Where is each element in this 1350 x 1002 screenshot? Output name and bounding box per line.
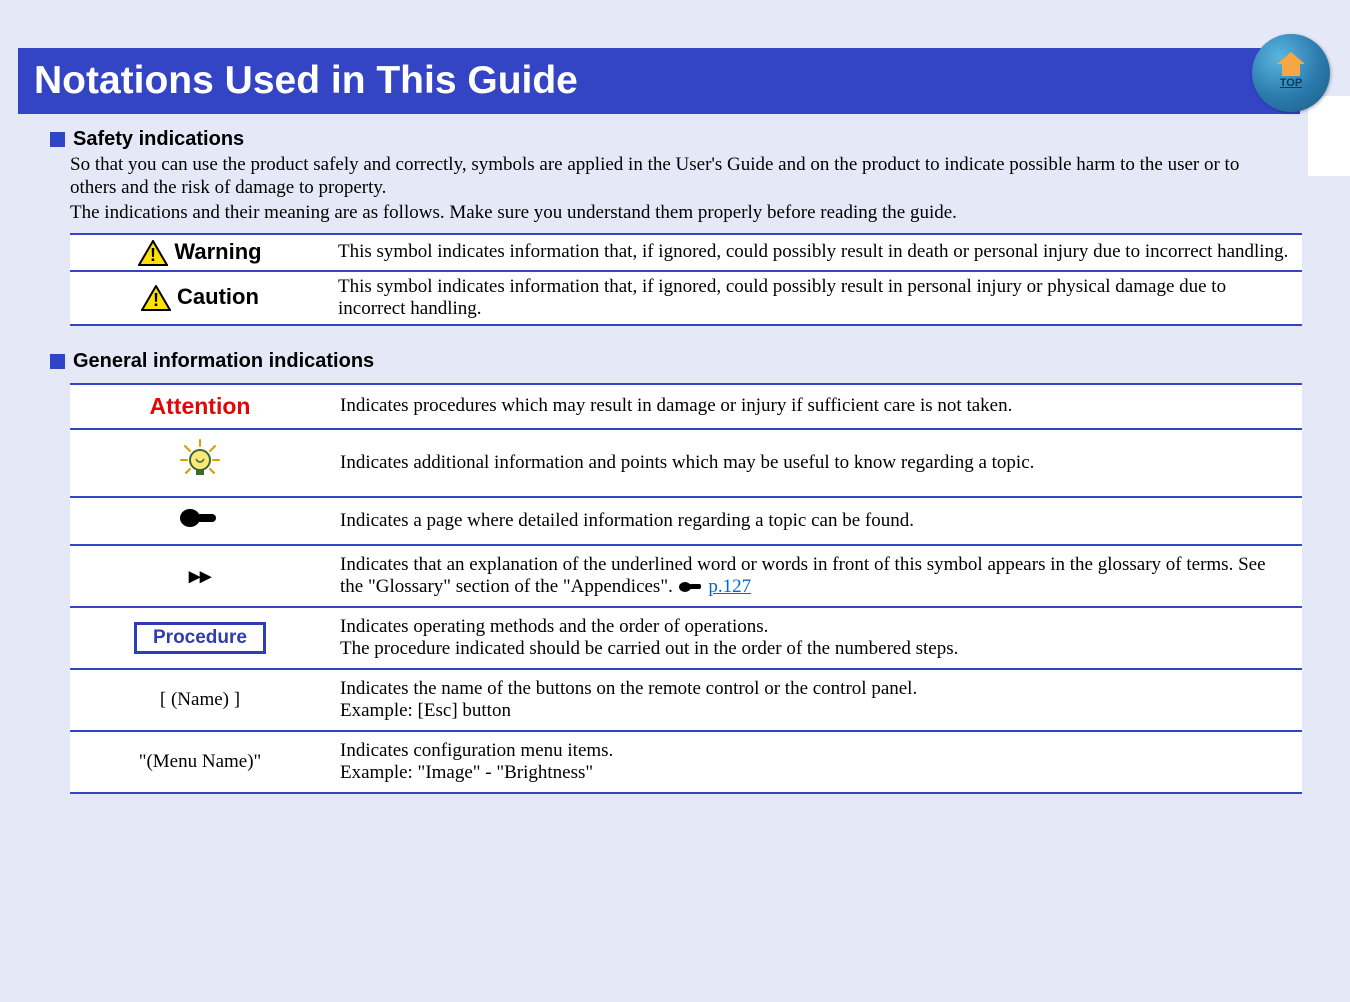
name-desc: Indicates the name of the buttons on the… bbox=[330, 669, 1302, 731]
pointing-hand-icon bbox=[678, 576, 709, 597]
warning-label: Warning bbox=[174, 239, 261, 264]
home-icon bbox=[1277, 52, 1305, 64]
caution-triangle-icon: ! bbox=[141, 285, 171, 311]
caution-label: Caution bbox=[177, 284, 259, 309]
table-row: ! Warning This symbol indicates informat… bbox=[70, 234, 1302, 271]
table-row: Indicates additional information and poi… bbox=[70, 429, 1302, 497]
procedure-desc: Indicates operating methods and the orde… bbox=[330, 607, 1302, 669]
menu-desc: Indicates configuration menu items. Exam… bbox=[330, 731, 1302, 793]
warning-desc: This symbol indicates information that, … bbox=[330, 234, 1302, 271]
tip-desc: Indicates additional information and poi… bbox=[330, 429, 1302, 497]
glossary-page-link[interactable]: p.127 bbox=[708, 576, 751, 597]
top-label: TOP bbox=[1280, 77, 1302, 89]
table-row: "(Menu Name)" Indicates configuration me… bbox=[70, 731, 1302, 793]
glossary-desc: Indicates that an explanation of the und… bbox=[330, 545, 1302, 607]
page-title: Notations Used in This Guide bbox=[34, 59, 578, 103]
pointing-hand-icon bbox=[178, 514, 222, 535]
attention-label: Attention bbox=[150, 393, 251, 419]
procedure-label: Procedure bbox=[134, 622, 266, 654]
glossary-desc-text: Indicates that an explanation of the und… bbox=[340, 554, 1266, 597]
general-table: Attention Indicates procedures which may… bbox=[70, 383, 1302, 794]
table-row: Procedure Indicates operating methods an… bbox=[70, 607, 1302, 669]
caution-cell: ! Caution bbox=[70, 271, 330, 325]
menu-symbol-cell: "(Menu Name)" bbox=[70, 731, 330, 793]
table-row: Indicates a page where detailed informat… bbox=[70, 497, 1302, 545]
safety-intro-1: So that you can use the product safely a… bbox=[70, 153, 1282, 199]
name-symbol-cell: [ (Name) ] bbox=[70, 669, 330, 731]
main-content: Safety indications So that you can use t… bbox=[50, 128, 1282, 794]
safety-section-head: Safety indications bbox=[50, 128, 1282, 151]
home-icon-body bbox=[1282, 64, 1300, 76]
table-row: [ (Name) ] Indicates the name of the but… bbox=[70, 669, 1302, 731]
safety-intro-2: The indications and their meaning are as… bbox=[70, 201, 1282, 224]
finger-desc: Indicates a page where detailed informat… bbox=[330, 497, 1302, 545]
fast-forward-icon: ▸▸ bbox=[189, 563, 211, 588]
warning-triangle-icon: ! bbox=[138, 240, 168, 266]
attention-symbol-cell: Attention bbox=[70, 384, 330, 429]
attention-desc: Indicates procedures which may result in… bbox=[330, 384, 1302, 429]
caution-desc: This symbol indicates information that, … bbox=[330, 271, 1302, 325]
finger-symbol-cell bbox=[70, 497, 330, 545]
page-edge-strip bbox=[1308, 96, 1350, 176]
table-row: Attention Indicates procedures which may… bbox=[70, 384, 1302, 429]
lightbulb-tip-icon bbox=[177, 466, 223, 487]
safety-section-title: Safety indications bbox=[73, 128, 244, 151]
general-section-head: General information indications bbox=[50, 350, 1282, 373]
safety-table: ! Warning This symbol indicates informat… bbox=[70, 233, 1302, 326]
svg-text:!: ! bbox=[153, 290, 159, 310]
glossary-symbol-cell: ▸▸ bbox=[70, 545, 330, 607]
table-row: ▸▸ Indicates that an explanation of the … bbox=[70, 545, 1302, 607]
table-row: ! Caution This symbol indicates informat… bbox=[70, 271, 1302, 325]
svg-text:!: ! bbox=[150, 245, 156, 265]
warning-cell: ! Warning bbox=[70, 234, 330, 271]
general-section-title: General information indications bbox=[73, 350, 374, 373]
procedure-symbol-cell: Procedure bbox=[70, 607, 330, 669]
tip-symbol-cell bbox=[70, 429, 330, 497]
section-marker-icon bbox=[50, 132, 65, 147]
section-marker-icon bbox=[50, 354, 65, 369]
page-header: Notations Used in This Guide TOP bbox=[18, 48, 1300, 114]
top-nav-button[interactable]: TOP bbox=[1252, 34, 1330, 112]
